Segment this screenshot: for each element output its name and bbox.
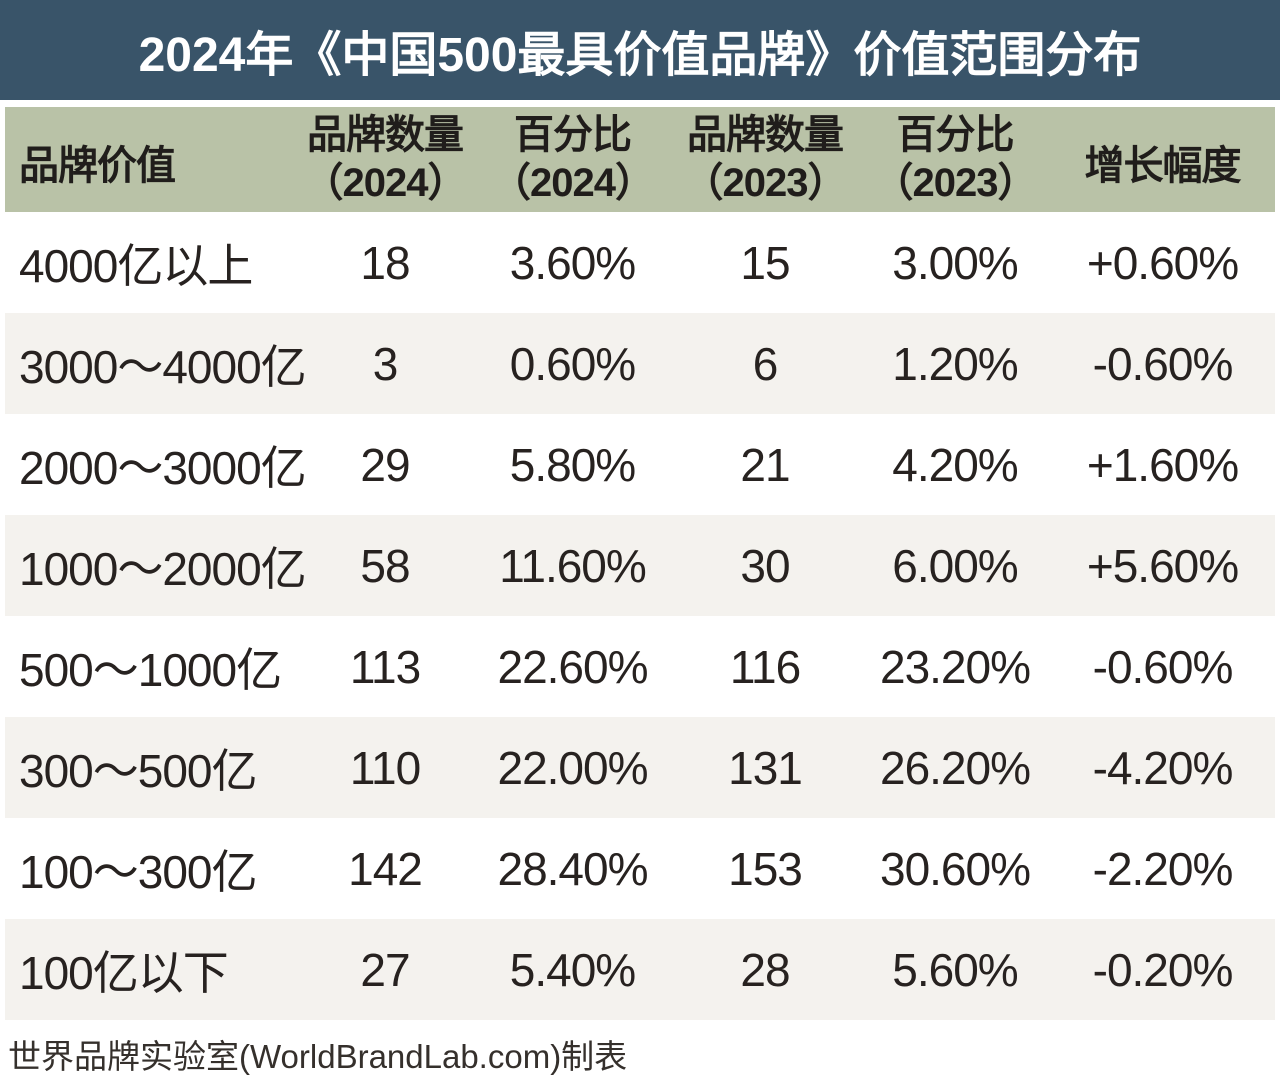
cell-growth: +0.60% xyxy=(1086,236,1239,289)
table-row: 4000亿以上 18 3.60% 15 3.00% +0.60% xyxy=(5,212,1275,313)
cell-percent-2024: 5.80% xyxy=(509,438,636,491)
cell-brand-value: 3000～4000亿 xyxy=(19,340,307,393)
header-line1: 品牌数量 xyxy=(307,113,464,158)
cell-count-2023: 21 xyxy=(740,438,790,491)
cell-percent-2024: 11.60% xyxy=(499,539,647,592)
cell-percent-2024: 3.60% xyxy=(509,236,636,289)
cell-growth: -0.60% xyxy=(1092,337,1234,390)
cell-count-2023: 131 xyxy=(728,741,803,794)
page-title: 2024年《中国500最具价值品牌》价值范围分布 xyxy=(138,29,1142,82)
header-line2: （2024） xyxy=(303,160,468,205)
header-line2: （2024） xyxy=(491,160,655,205)
cell-percent-2023: 6.00% xyxy=(892,539,1018,592)
cell-growth: -4.20% xyxy=(1092,741,1234,794)
header-line1: 百分比 xyxy=(896,113,1015,158)
cell-percent-2024: 28.40% xyxy=(497,842,648,895)
source-credit: 世界品牌实验室(WorldBrandLab.com)制表 xyxy=(8,1038,628,1075)
table-row: 3000～4000亿 3 0.60% 6 1.20% -0.60% xyxy=(5,313,1275,414)
cell-count-2024: 113 xyxy=(349,640,421,693)
cell-percent-2023: 26.20% xyxy=(879,741,1031,794)
header-line1: 品牌价值 xyxy=(19,143,176,188)
cell-percent-2023: 30.60% xyxy=(879,842,1031,895)
cell-count-2023: 28 xyxy=(740,943,790,996)
table-row: 100亿以下 27 5.40% 28 5.60% -0.20% xyxy=(5,919,1275,1020)
cell-brand-value: 2000～3000亿 xyxy=(19,441,307,494)
cell-percent-2023: 1.20% xyxy=(892,337,1018,390)
table-row: 500～1000亿 113 22.60% 116 23.20% -0.60% xyxy=(5,616,1275,717)
cell-growth: -0.20% xyxy=(1092,943,1234,996)
header-brand-value: 品牌价值 xyxy=(5,107,295,212)
header-count-2023: 品牌数量 （2023） xyxy=(670,107,860,212)
cell-count-2024: 110 xyxy=(349,741,421,794)
cell-count-2023: 30 xyxy=(740,539,790,592)
cell-percent-2024: 0.60% xyxy=(509,337,636,390)
cell-count-2023: 116 xyxy=(729,640,801,693)
cell-count-2024: 27 xyxy=(360,943,410,996)
cell-brand-value: 100亿以下 xyxy=(19,946,229,999)
table-header-row: 品牌价值 品牌数量 （2024） 百分比 （2024） 品牌数量 （2023） … xyxy=(5,107,1275,212)
table-row: 300～500亿 110 22.00% 131 26.20% -4.20% xyxy=(5,717,1275,818)
header-line2: （2023） xyxy=(873,160,1038,205)
table-row: 1000～2000亿 58 11.60% 30 6.00% +5.60% xyxy=(5,515,1275,616)
cell-growth: -0.60% xyxy=(1092,640,1234,693)
cell-percent-2024: 22.60% xyxy=(497,640,648,693)
cell-brand-value: 100～300亿 xyxy=(19,845,258,898)
table-row: 100～300亿 142 28.40% 153 30.60% -2.20% xyxy=(5,818,1275,919)
cell-brand-value: 4000亿以上 xyxy=(19,239,253,292)
footer: 世界品牌实验室(WorldBrandLab.com)制表 xyxy=(8,1030,1280,1075)
value-distribution-table: 品牌价值 品牌数量 （2024） 百分比 （2024） 品牌数量 （2023） … xyxy=(5,107,1275,1020)
table-row: 2000～3000亿 29 5.80% 21 4.20% +1.60% xyxy=(5,414,1275,515)
cell-growth: +1.60% xyxy=(1086,438,1239,491)
header-line1: 百分比 xyxy=(514,113,632,158)
cell-percent-2024: 22.00% xyxy=(497,741,648,794)
header-growth: 增长幅度 xyxy=(1050,107,1275,212)
cell-percent-2023: 4.20% xyxy=(892,438,1018,491)
cell-growth: +5.60% xyxy=(1086,539,1239,592)
cell-brand-value: 300～500亿 xyxy=(19,744,258,797)
cell-count-2023: 153 xyxy=(728,842,803,895)
cell-percent-2023: 5.60% xyxy=(892,943,1018,996)
cell-count-2024: 58 xyxy=(360,539,410,592)
cell-count-2023: 15 xyxy=(740,236,790,289)
header-line1: 增长幅度 xyxy=(1084,143,1242,188)
cell-brand-value: 1000～2000亿 xyxy=(19,542,307,595)
header-percent-2024: 百分比 （2024） xyxy=(475,107,670,212)
cell-growth: -2.20% xyxy=(1092,842,1234,895)
title-bar: 2024年《中国500最具价值品牌》价值范围分布 xyxy=(0,0,1280,100)
cell-percent-2024: 5.40% xyxy=(509,943,636,996)
cell-brand-value: 500～1000亿 xyxy=(19,643,282,696)
cell-count-2024: 142 xyxy=(348,842,423,895)
cell-count-2024: 18 xyxy=(360,236,410,289)
header-line1: 品牌数量 xyxy=(687,113,844,158)
header-count-2024: 品牌数量 （2024） xyxy=(295,107,475,212)
cell-percent-2023: 3.00% xyxy=(892,236,1018,289)
cell-count-2023: 6 xyxy=(752,337,779,390)
cell-count-2024: 3 xyxy=(372,337,399,390)
cell-percent-2023: 23.20% xyxy=(879,640,1031,693)
cell-count-2024: 29 xyxy=(360,438,410,491)
header-percent-2023: 百分比 （2023） xyxy=(860,107,1050,212)
header-line2: （2023） xyxy=(683,160,848,205)
